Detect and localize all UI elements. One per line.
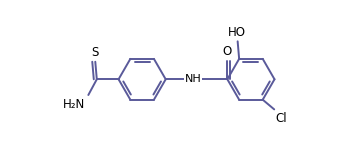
Text: H₂N: H₂N bbox=[62, 98, 85, 111]
Text: Cl: Cl bbox=[276, 112, 287, 125]
Text: O: O bbox=[223, 45, 232, 58]
Text: NH: NH bbox=[184, 74, 201, 84]
Text: S: S bbox=[91, 46, 98, 59]
Text: HO: HO bbox=[227, 26, 245, 39]
